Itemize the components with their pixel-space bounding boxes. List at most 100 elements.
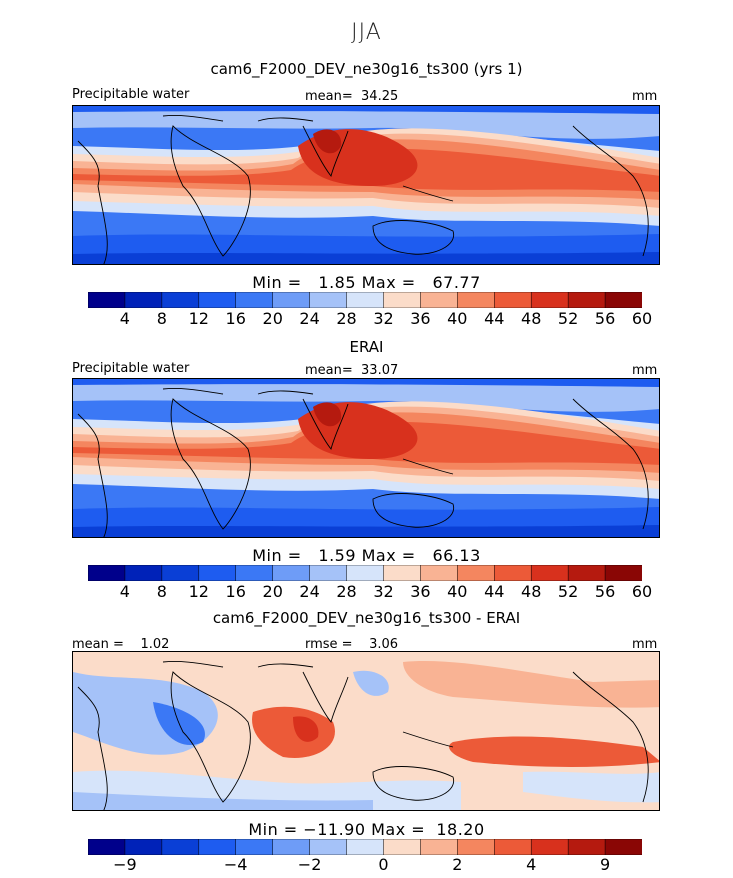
colorbar-swatch xyxy=(383,565,421,581)
coastline xyxy=(302,398,349,450)
panel2-mean: mean= 33.07 xyxy=(305,363,399,378)
colorbar-swatch xyxy=(420,292,458,308)
colorbar-tick-label: 0 xyxy=(378,855,389,874)
colorbar-swatch xyxy=(161,292,200,308)
panel2-map-field xyxy=(73,379,659,537)
contour-band xyxy=(293,716,319,742)
panel3-map xyxy=(72,651,660,811)
colorbar-swatch xyxy=(272,292,311,308)
colorbar-swatch xyxy=(88,292,126,308)
colorbar-tick-label: 36 xyxy=(410,309,431,328)
panel1-colorbar xyxy=(88,292,642,308)
coastline xyxy=(162,661,314,668)
colorbar-tick-label: 52 xyxy=(557,309,579,328)
colorbar-tick-label: 32 xyxy=(373,309,394,328)
colorbar-swatch xyxy=(235,565,274,581)
colorbar-tick-label: 4 xyxy=(526,855,537,874)
colorbar-swatch xyxy=(567,292,606,308)
panel3-minmax: Min = −11.90 Max = 18.20 xyxy=(248,820,485,839)
colorbar-tick-label: 56 xyxy=(594,309,616,328)
panel1-map xyxy=(72,105,660,265)
colorbar-tick-label: 20 xyxy=(262,582,283,601)
colorbar-tick-label: −2 xyxy=(297,855,322,874)
coastline xyxy=(302,671,349,723)
contour-band xyxy=(353,670,389,696)
panel1-units: mm xyxy=(632,89,658,104)
colorbar-swatch xyxy=(235,839,274,855)
colorbar-swatch xyxy=(235,292,274,308)
colorbar-swatch xyxy=(494,292,532,308)
colorbar-tick-label: 12 xyxy=(188,309,209,328)
contour-band xyxy=(449,736,659,767)
colorbar-tick-label: 40 xyxy=(447,582,468,601)
colorbar-swatch xyxy=(530,565,569,581)
colorbar-tick-label: 48 xyxy=(521,582,542,601)
panel1-variable-label: Precipitable water xyxy=(72,87,190,102)
colorbar-swatch xyxy=(530,839,569,855)
panel1-title: cam6_F2000_DEV_ne30g16_ts300 (yrs 1) xyxy=(210,60,523,78)
coastline xyxy=(372,220,454,255)
colorbar-swatch xyxy=(88,565,126,581)
colorbar-tick-label: 56 xyxy=(594,582,616,601)
panel1-colorbar-ticks: 4 8 12 16 20 24 28 32 36 40 44 48 52 56 60 xyxy=(88,309,652,329)
coastline xyxy=(162,115,314,122)
colorbar-swatch xyxy=(124,839,163,855)
colorbar-swatch xyxy=(494,839,532,855)
coastline xyxy=(402,731,454,748)
colorbar-tick-label: 28 xyxy=(336,582,357,601)
colorbar-swatch xyxy=(309,565,348,581)
colorbar-swatch xyxy=(604,565,642,581)
coastline xyxy=(572,671,649,803)
colorbar-swatch xyxy=(124,292,163,308)
colorbar-tick-label: −4 xyxy=(223,855,248,874)
colorbar-swatch xyxy=(383,839,421,855)
panel3-colorbar-ticks: −9 −4 −2 0 2 4 9 xyxy=(88,855,642,875)
panel3-rmse: rmse = 3.06 xyxy=(305,637,399,652)
colorbar-swatch xyxy=(530,292,569,308)
contour-band xyxy=(313,402,342,427)
panel3-title: cam6_F2000_DEV_ne30g16_ts300 - ERAI xyxy=(212,609,521,627)
contour-band xyxy=(252,706,335,758)
colorbar-tick-label: 12 xyxy=(188,582,209,601)
colorbar-swatch xyxy=(567,839,606,855)
colorbar-swatch xyxy=(272,839,311,855)
colorbar-tick-label: 8 xyxy=(156,582,167,601)
colorbar-swatch xyxy=(604,839,642,855)
contour-band xyxy=(403,661,659,708)
colorbar-tick-label: 16 xyxy=(225,582,246,601)
coastline xyxy=(572,125,649,257)
contour-band xyxy=(73,792,373,810)
panel3-colorbar xyxy=(88,839,642,855)
panel2-colorbar xyxy=(88,565,642,581)
colorbar-tick-label: 60 xyxy=(631,582,653,601)
colorbar-swatch xyxy=(309,292,348,308)
coastline xyxy=(372,766,454,801)
panel2-variable-label: Precipitable water xyxy=(72,361,190,376)
coastline xyxy=(170,125,251,257)
colorbar-swatch xyxy=(198,565,237,581)
colorbar-tick-label: 9 xyxy=(600,855,611,874)
colorbar-tick-label: 20 xyxy=(262,309,283,328)
colorbar-tick-label: 44 xyxy=(484,309,505,328)
colorbar-swatch xyxy=(198,292,237,308)
colorbar-tick-label: 48 xyxy=(521,309,542,328)
panel2-minmax: Min = 1.59 Max = 66.13 xyxy=(252,546,481,565)
colorbar-swatch xyxy=(198,839,237,855)
colorbar-tick-label: 40 xyxy=(447,309,468,328)
colorbar-swatch xyxy=(420,839,458,855)
colorbar-swatch xyxy=(420,565,458,581)
panel3-units: mm xyxy=(632,637,658,652)
coastline xyxy=(170,398,251,530)
colorbar-tick-label: 44 xyxy=(484,582,505,601)
colorbar-swatch xyxy=(124,565,163,581)
panel3-mean: mean = 1.02 xyxy=(72,637,170,652)
colorbar-swatch xyxy=(494,565,532,581)
colorbar-tick-label: 32 xyxy=(373,582,394,601)
contour-band xyxy=(73,525,659,537)
panel2-map xyxy=(72,378,660,538)
contour-band xyxy=(73,106,659,114)
colorbar-tick-label: 60 xyxy=(631,309,653,328)
contour-band xyxy=(523,771,659,803)
contour-band xyxy=(73,379,659,412)
season-title: JJA xyxy=(351,20,382,45)
